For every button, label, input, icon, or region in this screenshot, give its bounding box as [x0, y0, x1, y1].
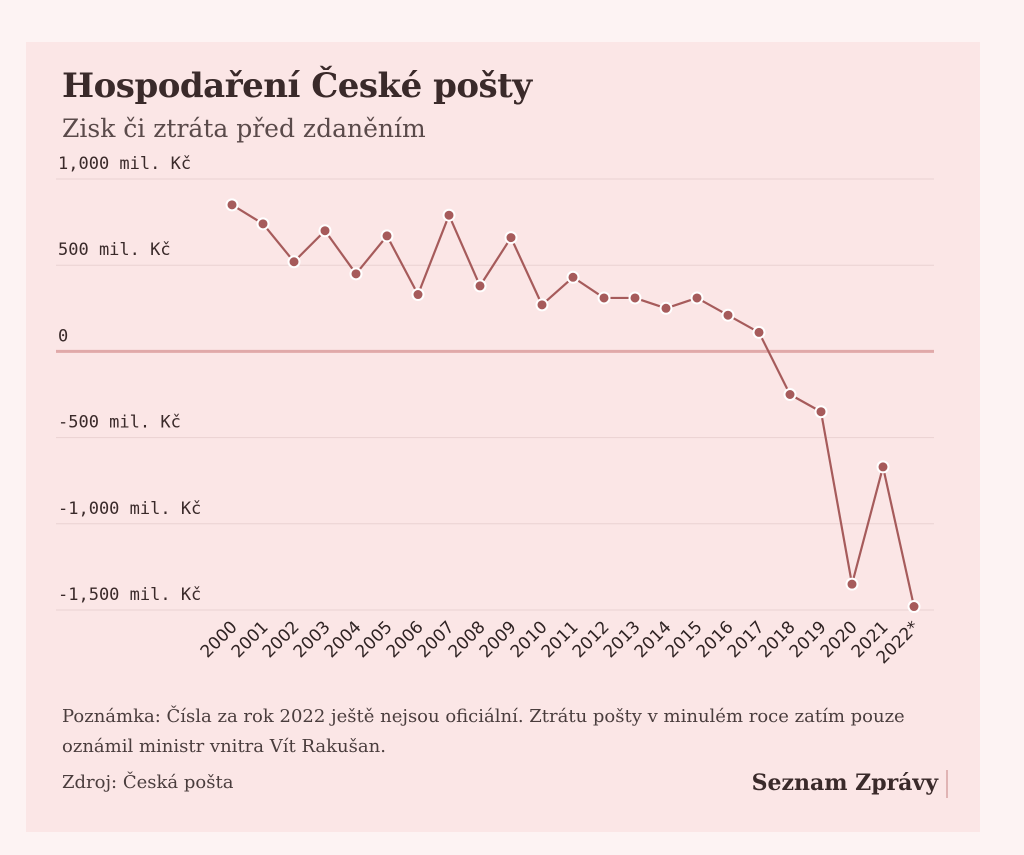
y-tick-label: 0 [58, 326, 68, 346]
data-point [473, 279, 487, 293]
data-points [225, 198, 921, 614]
data-point [628, 291, 642, 305]
chart-subtitle: Zisk či ztráta před zdaněním [62, 114, 426, 143]
data-point [256, 217, 270, 231]
data-point [442, 208, 456, 222]
data-point [380, 229, 394, 243]
data-point [907, 600, 921, 614]
chart-card: 1,000 mil. Kč 500 mil. Kč 0 -500 mil. Kč -1,… [26, 42, 980, 832]
data-point [287, 255, 301, 269]
y-tick-label: 500 mil. Kč [58, 240, 171, 260]
data-point [721, 308, 735, 322]
y-tick-label: -1,500 mil. Kč [58, 585, 201, 605]
data-point [752, 325, 766, 339]
grid-layer [56, 178, 934, 611]
y-tick-label: 1,000 mil. Kč [58, 154, 191, 174]
x-tick-labels: 2000200120022003200420052006200720082009… [197, 617, 924, 668]
y-tick-labels: 1,000 mil. Kč 500 mil. Kč 0 -500 mil. Kč -1,… [58, 154, 201, 605]
y-tick-label: -500 mil. Kč [58, 413, 181, 433]
data-point [876, 460, 890, 474]
data-point [566, 270, 580, 284]
chart-note: Poznámka: Čísla za rok 2022 ještě nejsou… [62, 706, 905, 757]
data-point [690, 291, 704, 305]
chart-source: Zdroj: Česká pošta [62, 772, 234, 793]
data-point [318, 224, 332, 238]
data-point [504, 231, 518, 245]
chart-title: Hospodaření České pošty [62, 66, 532, 106]
data-point [411, 288, 425, 302]
data-point [814, 405, 828, 419]
brand-logo: Seznam Zprávy [751, 770, 938, 796]
data-point [783, 388, 797, 401]
line-chart: 1,000 mil. Kč 500 mil. Kč 0 -500 mil. Kč -1,… [56, 154, 934, 668]
data-point [535, 298, 549, 312]
y-tick-label: -1,000 mil. Kč [58, 499, 201, 519]
data-point [845, 577, 859, 591]
brand-divider [946, 770, 948, 798]
data-point [225, 198, 239, 212]
data-point [659, 301, 673, 315]
data-point [597, 291, 611, 305]
data-point [349, 267, 363, 281]
